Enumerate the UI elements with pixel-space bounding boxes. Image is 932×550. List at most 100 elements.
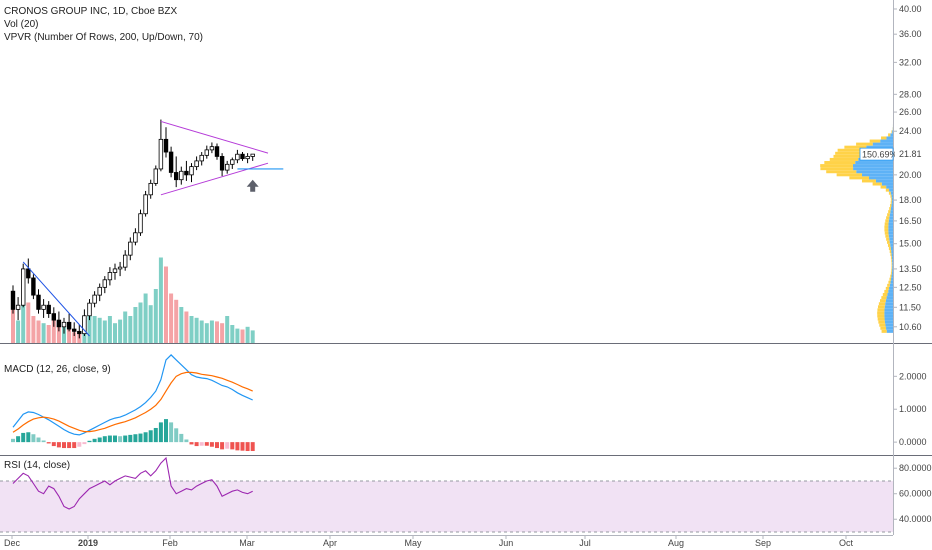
candle-body — [41, 304, 46, 310]
vpvr-up-bar — [884, 320, 893, 324]
volume-bar — [209, 320, 214, 343]
vpvr-down-bar — [891, 130, 893, 134]
price-tick-label: 16.50 — [899, 216, 922, 226]
price-tick-label: 24.00 — [899, 126, 922, 136]
signal-line — [12, 371, 253, 433]
candle-body — [194, 160, 199, 168]
price-tick-label: 11.50 — [899, 302, 921, 312]
vpvr-down-bar — [877, 308, 885, 312]
vpvr-up-bar — [885, 299, 893, 303]
price-tick-label: 32.00 — [899, 57, 922, 67]
vpvr-down-bar — [877, 311, 885, 315]
price-pane[interactable]: 150.69% — [10, 118, 898, 343]
vpvr-down-bar — [890, 271, 892, 275]
vpvr-down-bar — [888, 280, 891, 284]
volume-bar — [41, 323, 46, 343]
vpvr-down-bar — [835, 151, 862, 155]
vpvr-down-bar — [887, 240, 890, 244]
candle-body — [189, 166, 194, 176]
vpvr-up-bar — [881, 182, 893, 186]
candle-body — [46, 304, 51, 315]
vpvr-up-bar — [884, 311, 893, 315]
vpvr-down-bar — [880, 185, 887, 189]
vpvr-down-bar — [890, 203, 892, 207]
volume-bar — [16, 320, 21, 343]
vpvr-down-bar — [890, 200, 892, 204]
vpvr-up-bar — [892, 262, 893, 266]
macd-histogram-bar — [67, 442, 72, 449]
vpvr-up-bar — [889, 283, 893, 287]
price-tick-label: 28.00 — [899, 89, 922, 99]
volume-bar — [62, 326, 66, 343]
vpvr-up-bar — [888, 289, 893, 293]
volume-bar — [235, 328, 240, 343]
vpvr-down-bar — [888, 210, 891, 214]
vpvr-down-bar — [877, 317, 885, 321]
vpvr-up-bar — [884, 305, 893, 309]
candle-body — [163, 138, 169, 153]
macd-histogram-bar — [123, 435, 128, 443]
volume-bar — [133, 307, 138, 343]
vpvr-down-bar — [878, 302, 886, 306]
vpvr-up-bar — [866, 145, 893, 149]
candle-body — [36, 294, 41, 310]
candle-body — [158, 138, 164, 170]
vpvr-down-bar — [891, 262, 893, 266]
macd-histogram-bar — [250, 442, 255, 452]
vpvr-down-bar — [888, 133, 891, 137]
vpvr-up-bar — [855, 161, 893, 165]
vpvr-up-bar — [886, 329, 893, 333]
candle-body — [240, 153, 245, 160]
vpvr-up-bar — [890, 207, 893, 211]
macd-histogram-bar — [209, 442, 214, 447]
volume-bar — [51, 317, 56, 343]
vpvr-up-bar — [892, 265, 893, 269]
candle-body — [179, 170, 184, 181]
macd-histogram-bar — [133, 434, 138, 443]
volume-bar — [169, 293, 174, 343]
vpvr-down-bar — [881, 296, 887, 300]
macd-tick-label: 2.0000 — [899, 371, 927, 381]
price-axis[interactable]: 40.0036.0032.0028.0026.0024.0022.0020.00… — [893, 4, 932, 524]
macd-histogram-bar — [87, 440, 92, 443]
vpvr-up-bar — [886, 136, 893, 140]
rsi-tick-label: 60.0000 — [899, 489, 932, 499]
price-tick-label: 26.00 — [899, 107, 922, 117]
macd-histogram-bar — [97, 437, 102, 443]
vpvr-down-bar — [820, 167, 854, 171]
time-tick-label: Mar — [239, 538, 255, 548]
vpvr-down-bar — [856, 142, 873, 146]
price-tick-label: 20.00 — [899, 170, 922, 180]
volume-bar — [143, 293, 148, 343]
vpvr-up-bar — [884, 308, 893, 312]
volume-bar — [179, 307, 184, 343]
rsi-pane[interactable] — [0, 456, 893, 533]
vpvr-percent-label: 150.69% — [862, 150, 898, 160]
vpvr-up-bar — [875, 179, 893, 183]
vpvr-up-bar — [892, 259, 893, 263]
macd-histogram-bar — [107, 435, 112, 443]
vpvr-down-bar — [888, 191, 891, 195]
time-tick-label: May — [404, 538, 422, 548]
vpvr-down-bar — [887, 213, 890, 217]
vpvr-up-bar — [890, 133, 893, 137]
time-axis[interactable]: Dec 2019 Feb Mar Apr May Jun Jul Aug Sep Oct — [4, 535, 854, 548]
vpvr-down-bar — [877, 314, 885, 318]
volume-bar — [67, 329, 72, 343]
rsi-line — [12, 456, 253, 510]
candle-body — [102, 279, 107, 288]
candle-body — [123, 254, 128, 268]
vpvr-up-bar — [889, 237, 893, 241]
vpvr-up-bar — [872, 142, 893, 146]
candle-body — [224, 163, 230, 171]
macd-pane[interactable] — [11, 354, 255, 452]
candle-body — [173, 172, 179, 181]
vpvr-up-bar — [853, 167, 893, 171]
macd-histogram-bar — [82, 442, 87, 445]
vpvr-up-bar — [891, 274, 893, 278]
vpvr-down-bar — [824, 161, 856, 165]
macd-histogram-bar — [225, 442, 230, 449]
macd-histogram-bar — [72, 442, 77, 449]
volume-indicator-label: Vol (20) — [4, 19, 38, 30]
